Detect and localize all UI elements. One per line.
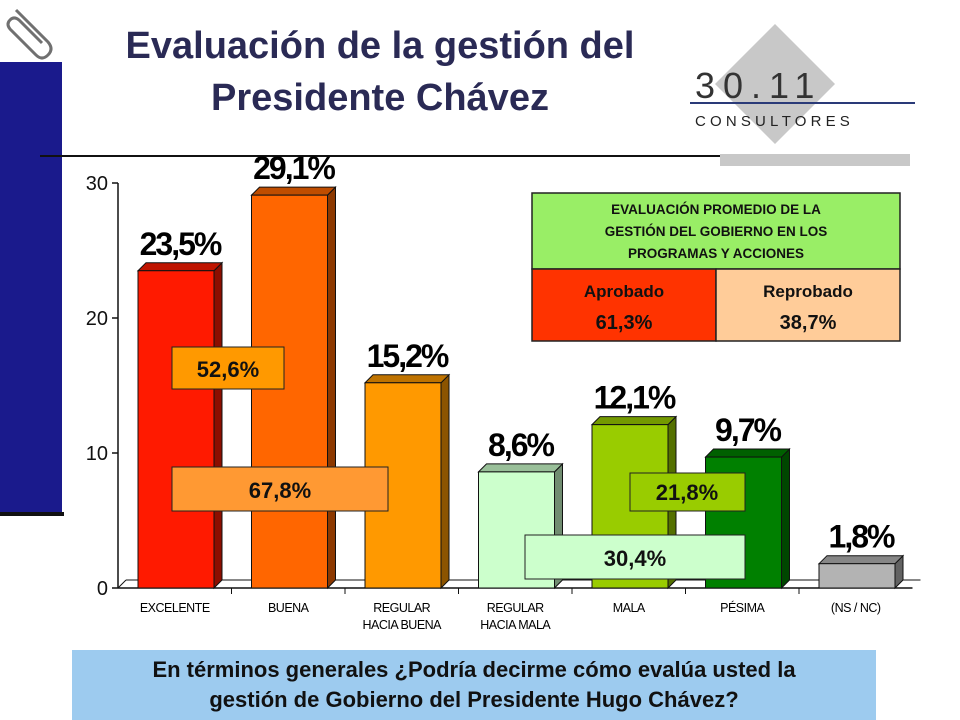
question-line-2: gestión de Gobierno del Presidente Hugo … xyxy=(209,687,739,712)
approved-value: 61,3% xyxy=(596,312,653,334)
summary-header-line-2: GESTIÓN DEL GOBIERNO EN LOS xyxy=(605,224,828,239)
bar-0 xyxy=(136,261,224,590)
y-tick-label: 10 xyxy=(86,443,108,465)
category-label: BUENA xyxy=(268,601,310,615)
title-line-1: Evaluación de la gestión del xyxy=(125,25,635,67)
chart-value-labels: 23,5% 29,1% 15,2% 8,6% 12,1% 9,7% 1,8% xyxy=(140,150,897,555)
rejected-value: 38,7% xyxy=(780,312,837,334)
approved-cell xyxy=(531,268,717,342)
category-label: REGULAR xyxy=(373,601,430,615)
category-label: EXCELENTE xyxy=(140,601,210,615)
rejected-cell xyxy=(715,268,901,342)
y-tick-label: 0 xyxy=(97,578,108,600)
paperclip-icon xyxy=(6,8,53,60)
bar-chart: 0 10 20 30 23,5% 29,1% 15,2% 8,6% 12,1% 9,7% 1,8%… xyxy=(86,150,921,632)
bar-top xyxy=(363,374,451,384)
summary-header-line-3: PROGRAMAS Y ACCIONES xyxy=(628,246,804,261)
rejected-label: Reprobado xyxy=(763,282,853,301)
category-label: HACIA MALA xyxy=(480,618,551,632)
bar-value-label: 23,5% xyxy=(140,226,222,262)
category-label: (NS / NC) xyxy=(831,601,881,615)
category-label: REGULAR xyxy=(487,601,544,615)
bar-value-label: 29,1% xyxy=(253,150,335,186)
bar-front xyxy=(137,270,215,589)
floor-edge xyxy=(117,579,127,589)
group-label-box xyxy=(524,534,746,580)
y-tick-label: 30 xyxy=(86,173,108,195)
bar-side xyxy=(327,185,336,590)
survey-question: En términos generales ¿Podría decirme có… xyxy=(72,650,876,720)
summary-header-line-1: EVALUACIÓN PROMEDIO DE LA xyxy=(611,202,821,217)
bar-top xyxy=(477,463,564,473)
bar-value-label: 15,2% xyxy=(367,338,449,374)
bar-front xyxy=(251,194,328,589)
bar-value-label: 12,1% xyxy=(594,380,676,416)
bar-side xyxy=(440,373,450,590)
bar-front xyxy=(818,563,896,589)
approved-label: Aprobado xyxy=(584,282,664,301)
group-label-box xyxy=(171,346,285,390)
bar-top xyxy=(817,555,905,565)
chart-category-labels: EXCELENTE BUENA REGULAR HACIA BUENA REGULAR H… xyxy=(140,600,882,632)
bar-side xyxy=(213,261,223,590)
group-label-text: 21,8% xyxy=(656,480,718,505)
bar-top xyxy=(704,448,791,458)
group-label-21-8: 21,8% xyxy=(629,472,746,512)
group-label-67-8: 67,8% xyxy=(171,466,389,512)
category-label: PÉSIMA xyxy=(720,600,765,615)
logo-word: C O N S U L T O R E S xyxy=(695,113,850,130)
group-label-text: 52,6% xyxy=(197,357,259,382)
bar-top xyxy=(136,262,224,272)
bar-top xyxy=(250,186,337,196)
group-label-30-4: 30,4% xyxy=(524,534,746,580)
sidebar-underline xyxy=(0,512,64,516)
summary-box: EVALUACIÓN PROMEDIO DE LA GESTIÓN DEL GO… xyxy=(531,192,901,342)
bar-value-label: 1,8% xyxy=(829,519,895,555)
group-label-text: 67,8% xyxy=(249,478,311,503)
category-label: MALA xyxy=(613,601,646,615)
bar-top xyxy=(590,416,678,426)
group-label-text: 30,4% xyxy=(604,546,666,571)
bar-value-label: 9,7% xyxy=(715,412,781,448)
company-logo: 30.11 C O N S U L T O R E S xyxy=(690,24,915,166)
group-label-box xyxy=(629,472,746,512)
bar-side xyxy=(781,447,790,590)
question-line-1: En términos generales ¿Podría decirme có… xyxy=(152,657,796,682)
title-rule xyxy=(40,155,910,157)
page-title: Evaluación de la gestión del Presidente … xyxy=(70,20,690,124)
logo-number: 30.11 xyxy=(695,65,822,106)
bar-6 xyxy=(817,554,905,590)
y-tick-label: 20 xyxy=(86,308,108,330)
title-line-2: Presidente Chávez xyxy=(211,77,549,119)
bar-value-label: 8,6% xyxy=(488,427,554,463)
group-label-box xyxy=(171,466,389,512)
group-label-52-6: 52,6% xyxy=(171,346,285,390)
category-label: HACIA BUENA xyxy=(362,618,442,632)
left-sidebar-band xyxy=(0,62,62,512)
